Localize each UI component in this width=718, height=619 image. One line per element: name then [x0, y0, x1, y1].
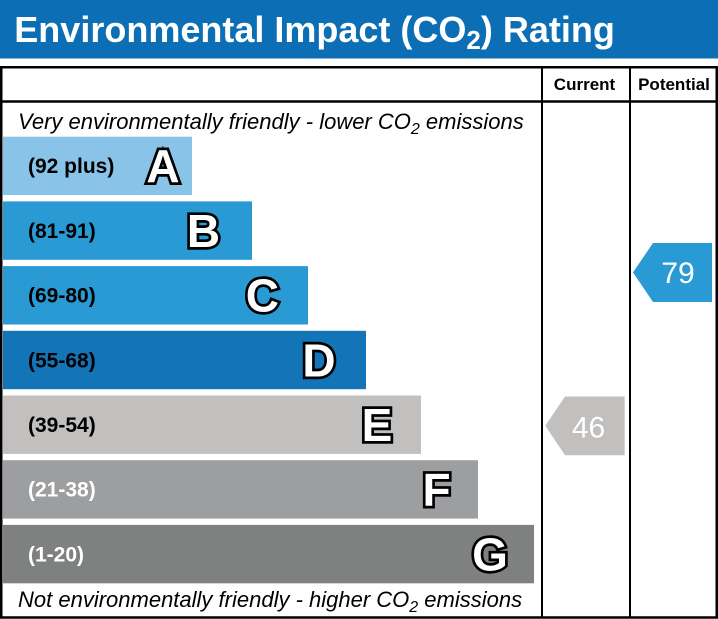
svg-text:(21-38): (21-38) — [28, 479, 96, 502]
svg-text:A: A — [146, 140, 179, 192]
svg-text:Current: Current — [554, 75, 616, 94]
svg-text:F: F — [422, 464, 450, 516]
svg-text:B: B — [187, 205, 220, 257]
svg-text:(69-80): (69-80) — [28, 285, 96, 308]
svg-text:G: G — [472, 528, 508, 580]
svg-text:E: E — [362, 399, 393, 451]
svg-text:C: C — [246, 270, 279, 322]
svg-text:Not environmentally friendly -: Not environmentally friendly - higher CO… — [18, 587, 522, 616]
svg-text:Environmental Impact (CO2) Rat: Environmental Impact (CO2) Rating — [14, 9, 615, 55]
svg-text:79: 79 — [661, 257, 694, 290]
svg-text:(39-54): (39-54) — [28, 414, 96, 437]
svg-text:Potential: Potential — [638, 75, 710, 94]
svg-text:Very environmentally friendly: Very environmentally friendly - lower CO… — [18, 109, 524, 138]
svg-text:(81-91): (81-91) — [28, 220, 96, 243]
svg-text:(55-68): (55-68) — [28, 349, 96, 372]
svg-text:D: D — [302, 334, 335, 386]
svg-text:(1-20): (1-20) — [28, 543, 84, 566]
svg-text:46: 46 — [572, 411, 605, 444]
svg-text:(92 plus): (92 plus) — [28, 155, 114, 178]
